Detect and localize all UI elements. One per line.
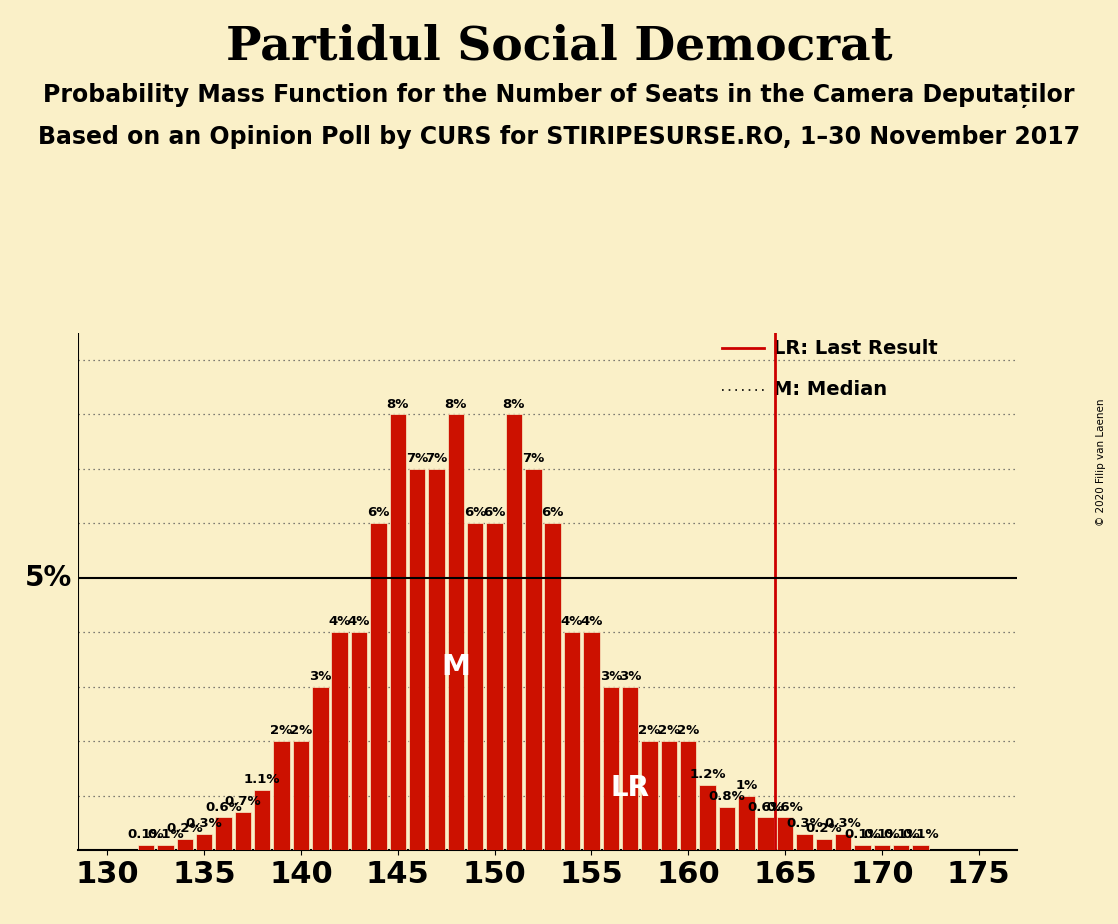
Text: 0.2%: 0.2% xyxy=(167,822,203,835)
Bar xyxy=(389,414,406,850)
Bar xyxy=(854,845,871,850)
Bar xyxy=(428,468,445,850)
Text: 0.3%: 0.3% xyxy=(825,817,862,830)
Text: 2%: 2% xyxy=(678,724,700,737)
Bar xyxy=(196,833,212,850)
Bar xyxy=(544,523,561,850)
Bar xyxy=(138,845,154,850)
Text: LR: Last Result: LR: Last Result xyxy=(774,339,938,358)
Text: 8%: 8% xyxy=(445,397,467,410)
Text: 7%: 7% xyxy=(522,452,544,465)
Text: 0.2%: 0.2% xyxy=(805,822,842,835)
Bar xyxy=(370,523,387,850)
Text: LR: LR xyxy=(610,774,650,802)
Bar xyxy=(486,523,503,850)
Bar xyxy=(254,790,271,850)
Bar xyxy=(273,741,290,850)
Bar xyxy=(235,812,252,850)
Text: 6%: 6% xyxy=(464,506,486,519)
Text: Based on an Opinion Poll by CURS for STIRIPESURSE.RO, 1–30 November 2017: Based on an Opinion Poll by CURS for STI… xyxy=(38,125,1080,149)
Text: 0.3%: 0.3% xyxy=(186,817,222,830)
Bar xyxy=(700,784,716,850)
Text: 0.8%: 0.8% xyxy=(709,790,746,803)
Text: 7%: 7% xyxy=(406,452,428,465)
Text: 0.1%: 0.1% xyxy=(863,828,900,841)
Text: 0.1%: 0.1% xyxy=(883,828,919,841)
Text: 6%: 6% xyxy=(483,506,505,519)
Text: M: Median: M: Median xyxy=(774,380,888,399)
Text: 0.3%: 0.3% xyxy=(786,817,823,830)
Bar xyxy=(912,845,929,850)
Text: 3%: 3% xyxy=(309,670,332,683)
Text: 6%: 6% xyxy=(541,506,563,519)
Text: 4%: 4% xyxy=(561,615,584,628)
Bar xyxy=(467,523,483,850)
Text: 8%: 8% xyxy=(503,397,525,410)
Text: 8%: 8% xyxy=(387,397,409,410)
Text: 2%: 2% xyxy=(638,724,661,737)
Text: 1.2%: 1.2% xyxy=(690,768,726,781)
Bar xyxy=(584,632,599,850)
Bar xyxy=(177,839,193,850)
Text: M: M xyxy=(442,653,471,681)
Text: 4%: 4% xyxy=(580,615,603,628)
Bar xyxy=(158,845,173,850)
Bar xyxy=(505,414,522,850)
Text: 0.7%: 0.7% xyxy=(225,796,262,808)
Bar xyxy=(331,632,348,850)
Bar xyxy=(815,839,832,850)
Bar xyxy=(642,741,657,850)
Bar xyxy=(622,687,638,850)
Bar xyxy=(873,845,890,850)
Bar xyxy=(603,687,619,850)
Text: 0.1%: 0.1% xyxy=(844,828,881,841)
Bar xyxy=(525,468,541,850)
Bar xyxy=(777,818,794,850)
Text: 2%: 2% xyxy=(290,724,312,737)
Bar xyxy=(835,833,851,850)
Text: 7%: 7% xyxy=(425,452,447,465)
Bar xyxy=(216,818,231,850)
Bar xyxy=(293,741,310,850)
Text: 4%: 4% xyxy=(348,615,370,628)
Text: 0.6%: 0.6% xyxy=(205,800,241,814)
Text: © 2020 Filip van Laenen: © 2020 Filip van Laenen xyxy=(1097,398,1106,526)
Text: 0.1%: 0.1% xyxy=(127,828,164,841)
Bar xyxy=(447,414,464,850)
Text: 0.1%: 0.1% xyxy=(902,828,939,841)
Text: 4%: 4% xyxy=(329,615,351,628)
Bar xyxy=(757,818,774,850)
Bar xyxy=(312,687,329,850)
Bar xyxy=(680,741,697,850)
Text: 1%: 1% xyxy=(736,779,757,792)
Text: 2%: 2% xyxy=(657,724,680,737)
Bar xyxy=(563,632,580,850)
Bar xyxy=(351,632,367,850)
Bar xyxy=(738,796,755,850)
Text: Probability Mass Function for the Number of Seats in the Camera Deputaților: Probability Mass Function for the Number… xyxy=(44,83,1074,108)
Bar xyxy=(409,468,425,850)
Text: 2%: 2% xyxy=(271,724,293,737)
Text: 3%: 3% xyxy=(619,670,642,683)
Text: Partidul Social Democrat: Partidul Social Democrat xyxy=(226,23,892,69)
Text: 1.1%: 1.1% xyxy=(244,773,281,786)
Text: 3%: 3% xyxy=(599,670,622,683)
Text: 0.1%: 0.1% xyxy=(148,828,183,841)
Bar xyxy=(893,845,909,850)
Bar xyxy=(719,807,736,850)
Text: 5%: 5% xyxy=(26,564,73,591)
Text: 6%: 6% xyxy=(367,506,389,519)
Bar xyxy=(661,741,678,850)
Text: 0.6%: 0.6% xyxy=(767,800,804,814)
Bar xyxy=(796,833,813,850)
Text: 0.6%: 0.6% xyxy=(747,800,784,814)
